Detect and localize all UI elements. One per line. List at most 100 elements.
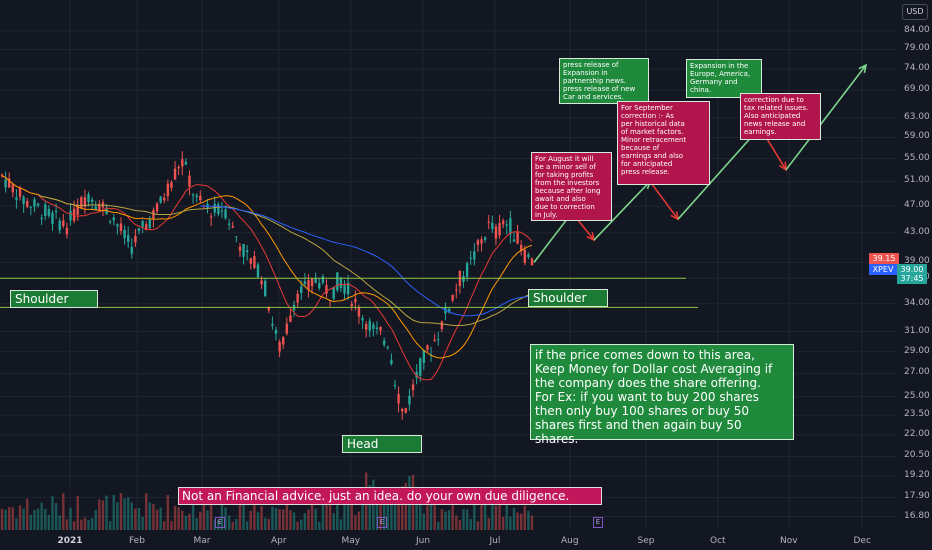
candle-body (307, 280, 310, 290)
candle-body (346, 282, 350, 295)
volume-bar (231, 521, 234, 530)
candle-body (325, 285, 328, 294)
candle-body (498, 223, 501, 236)
volume-bar (318, 521, 321, 530)
volume-bar (375, 500, 379, 530)
candle-body (296, 293, 299, 303)
volume-bar (491, 505, 494, 530)
volume-bar (130, 502, 133, 530)
projection-segment (649, 180, 679, 220)
candle-body (332, 286, 335, 299)
x-tick-label: Nov (780, 536, 798, 546)
earnings-marker[interactable]: E (215, 517, 225, 528)
candle-body (163, 197, 166, 201)
candle-body (76, 204, 79, 215)
volume-bar (509, 516, 512, 530)
candle-body (80, 197, 83, 209)
candle-body (393, 385, 397, 387)
candle-body (350, 303, 353, 307)
candle-body (433, 339, 436, 341)
volume-bar (238, 493, 242, 530)
volume-bar (195, 518, 198, 530)
candle-body (300, 286, 303, 293)
ma-line-long (37, 194, 533, 326)
candle-body (260, 280, 263, 285)
candle-body (343, 285, 346, 294)
volume-bar (40, 502, 43, 530)
candle-body (386, 346, 389, 348)
x-tick-label: Sep (637, 536, 655, 546)
candle-body (318, 282, 321, 289)
candle-body (310, 278, 314, 287)
candle-body (181, 159, 184, 167)
projection-segment (785, 64, 867, 171)
earnings-marker[interactable]: E (377, 517, 387, 528)
volume-bar (458, 519, 462, 530)
volume-bar (527, 510, 530, 530)
candle-body (282, 337, 285, 345)
projection-arrowhead (670, 211, 680, 221)
volume-bar (361, 493, 364, 530)
volume-bar (94, 509, 97, 530)
candle-body (249, 258, 252, 264)
x-tick-label: Jun (416, 536, 431, 546)
candle-body (54, 211, 58, 213)
volume-bar (224, 507, 227, 530)
ma-line-blue (200, 205, 533, 317)
y-tick-label: 39.00 (904, 256, 930, 267)
volume-bar (404, 482, 408, 530)
candle-body (368, 320, 371, 331)
candle-body (447, 308, 451, 313)
candle-body (155, 203, 159, 212)
y-tick-label: 19.20 (904, 470, 930, 481)
y-tick-label: 17.90 (904, 491, 930, 502)
candle-body (422, 350, 426, 363)
ma-line-medium (1, 175, 533, 359)
volume-bar (512, 507, 516, 530)
candle-body (263, 280, 267, 297)
candle-body (530, 258, 534, 266)
volume-bar (274, 508, 278, 530)
volume-bar (83, 517, 87, 530)
candle-body (509, 218, 512, 235)
currency-label[interactable]: USD (902, 4, 928, 20)
volume-bar (181, 510, 184, 530)
candle-body (408, 395, 411, 405)
disclaimer-banner: Not an Financial advice. just an idea. d… (178, 487, 602, 505)
candle-body (87, 194, 90, 203)
candle-body (440, 321, 444, 330)
volume-bar (451, 493, 454, 530)
candle-body (245, 250, 249, 252)
volume-bar (440, 509, 444, 530)
candle-body (90, 199, 94, 203)
volume-bar (455, 515, 458, 530)
volume-bar (80, 519, 83, 530)
candle-body (119, 223, 123, 231)
candle-body (51, 212, 54, 224)
x-tick-label: Dec (853, 536, 871, 546)
volume-bar (401, 486, 404, 530)
y-tick-label: 29.00 (904, 345, 930, 356)
candle-body (8, 178, 11, 188)
volume-bar (137, 507, 141, 530)
volume-bar (343, 501, 346, 530)
volume-bar (285, 500, 289, 530)
volume-bar (382, 494, 386, 530)
volume-bar (33, 509, 36, 530)
shoulder-right-label: Shoulder (528, 289, 608, 307)
volume-bar (242, 492, 245, 530)
volume-bar (422, 513, 426, 530)
volume-bar (108, 521, 112, 530)
volume-bar (325, 496, 328, 530)
projection-segment (593, 180, 651, 241)
countdown-label: 37:45 (897, 273, 927, 284)
volume-bar (62, 493, 65, 530)
earnings-marker[interactable]: E (593, 517, 603, 528)
volume-bar (350, 499, 353, 530)
volume-bar (390, 499, 393, 530)
candle-body (227, 223, 231, 225)
candle-body (473, 251, 476, 260)
candle-body (401, 408, 404, 412)
candle-body (33, 199, 36, 207)
